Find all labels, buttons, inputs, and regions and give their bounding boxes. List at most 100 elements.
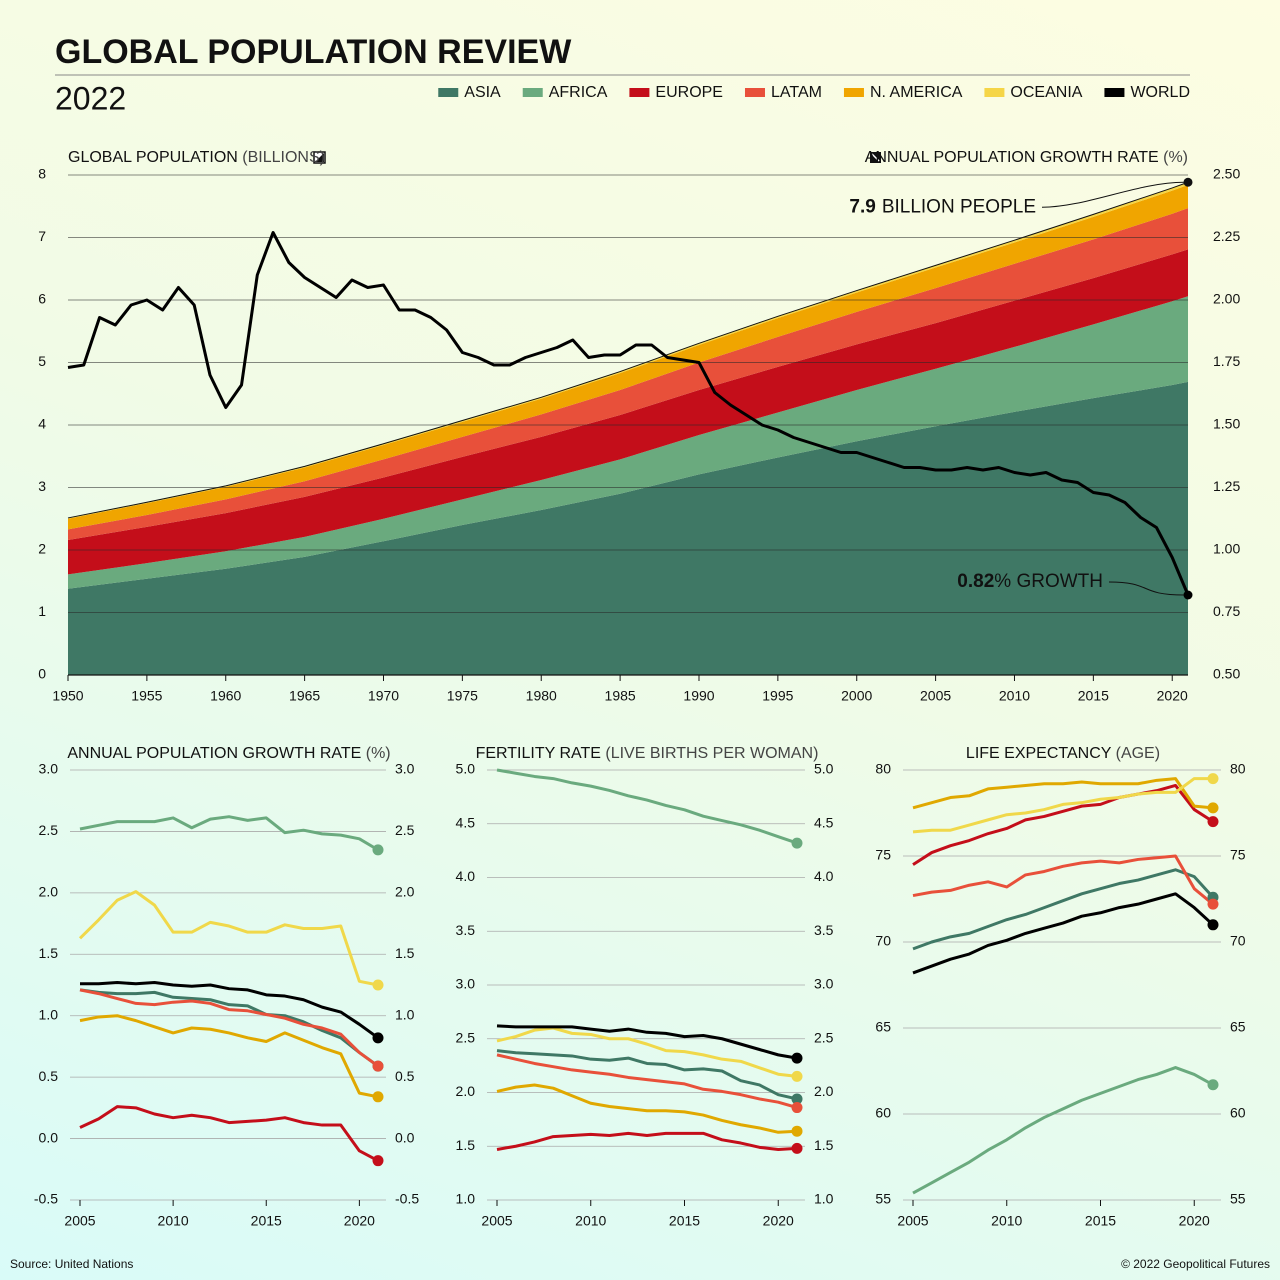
y-tick-label: 2 bbox=[38, 541, 46, 557]
y2-tick-label: 1.00 bbox=[1213, 541, 1240, 557]
y2-tick-label: 2.25 bbox=[1213, 228, 1240, 244]
legend-swatch bbox=[1104, 88, 1125, 97]
annotation-text: % GROWTH bbox=[994, 571, 1103, 592]
y-tick-label: 6 bbox=[38, 291, 46, 307]
y-tick-label-right: 1.0 bbox=[395, 1006, 415, 1022]
x-tick-label: 1990 bbox=[683, 688, 714, 704]
line bbox=[67, 231, 1190, 596]
x-tick-label: 2010 bbox=[575, 1213, 606, 1229]
line bbox=[912, 777, 1214, 810]
y-tick-label: 2.5 bbox=[39, 822, 59, 838]
source: Source: United Nations bbox=[10, 1257, 133, 1271]
y-tick-label-right: 3.5 bbox=[814, 922, 834, 938]
chart-panel: LIFE EXPECTANCY (AGE) 55 55 60 60 65 65 70 70 75 7… bbox=[875, 745, 1245, 1228]
credit: © 2022 Geopolitical Futures bbox=[1121, 1257, 1270, 1271]
annotation-value: 0.82 bbox=[957, 571, 994, 592]
annotation: 0.82% GROWTH bbox=[957, 571, 1103, 592]
line bbox=[496, 768, 798, 845]
y2-tick-label: 1.50 bbox=[1213, 416, 1240, 432]
line bbox=[496, 1131, 798, 1151]
end-dot bbox=[372, 1060, 384, 1072]
line bbox=[912, 892, 1215, 975]
y-tick-label-right: 60 bbox=[1230, 1105, 1246, 1121]
chart-title-main: LIFE EXPECTANCY bbox=[966, 745, 1112, 762]
y-tick-label: 4.5 bbox=[456, 814, 476, 830]
y-tick-label-right: 4.5 bbox=[814, 814, 834, 830]
x-tick-label: 2000 bbox=[841, 688, 872, 704]
legend-swatch bbox=[438, 88, 459, 97]
y-tick-label: 0.0 bbox=[39, 1129, 59, 1145]
x-tick-label: 2010 bbox=[999, 688, 1030, 704]
chart-title: ANNUAL POPULATION GROWTH RATE (%) bbox=[67, 745, 390, 762]
area bbox=[68, 296, 1188, 589]
chart-title-unit: (AGE) bbox=[1116, 745, 1160, 762]
y2-tick-label: 2.50 bbox=[1213, 166, 1240, 182]
x-tick-label: 2010 bbox=[991, 1213, 1022, 1229]
page-title: GLOBAL POPULATION REVIEW bbox=[55, 33, 572, 71]
x-tick-label: 1965 bbox=[289, 688, 320, 704]
y-tick-label: 1 bbox=[38, 603, 46, 619]
y-tick-label: 60 bbox=[875, 1105, 891, 1121]
chart-title-unit: (%) bbox=[366, 745, 391, 762]
page-subtitle: 2022 bbox=[55, 80, 126, 116]
legend: ASIA AFRICA EUROPE LATAM N. AMERICA OCEANIA WO… bbox=[438, 84, 1190, 101]
end-dot bbox=[372, 1091, 384, 1103]
end-dot bbox=[1207, 919, 1219, 931]
annotation-leader bbox=[1041, 181, 1185, 208]
right-axis-icon-line bbox=[871, 153, 880, 162]
y2-axis-label-main: ANNUAL POPULATION GROWTH RATE bbox=[865, 149, 1159, 166]
x-tick-label: 2005 bbox=[64, 1213, 95, 1229]
y-tick-label: 4 bbox=[38, 416, 46, 432]
x-tick-label: 2020 bbox=[763, 1213, 794, 1229]
x-tick-label: 2005 bbox=[897, 1213, 928, 1229]
legend-swatch bbox=[984, 88, 1005, 97]
x-tick-label: 2015 bbox=[1078, 688, 1109, 704]
y-tick-label: 8 bbox=[38, 166, 46, 182]
x-tick-label: 1960 bbox=[210, 688, 241, 704]
y-tick-label-right: 80 bbox=[1230, 761, 1246, 777]
left-axis-icon-fill bbox=[315, 153, 324, 162]
end-dot bbox=[1207, 802, 1219, 814]
chart-title-main: FERTILITY RATE bbox=[476, 745, 601, 762]
line bbox=[78, 890, 379, 987]
y2-tick-label: 1.25 bbox=[1213, 478, 1240, 494]
end-dot bbox=[791, 1102, 803, 1114]
y-tick-label-right: 0.5 bbox=[395, 1068, 415, 1084]
legend-swatch bbox=[629, 88, 650, 97]
chart-panel: ANNUAL POPULATION GROWTH RATE (%) -0.5 -0.… bbox=[34, 745, 419, 1228]
x-tick-label: 2015 bbox=[1085, 1213, 1116, 1229]
y-tick-label-right: 0.0 bbox=[395, 1129, 415, 1145]
y-tick-label: 1.5 bbox=[456, 1137, 476, 1153]
end-dot bbox=[791, 1125, 803, 1137]
y-tick-label: 1.5 bbox=[39, 945, 59, 961]
y2-tick-label: 0.50 bbox=[1213, 666, 1240, 682]
y-tick-label-right: 1.5 bbox=[814, 1137, 834, 1153]
y2-axis-label: ANNUAL POPULATION GROWTH RATE (%) bbox=[865, 149, 1188, 166]
y-tick-label-right: 3.0 bbox=[395, 761, 415, 777]
end-dot bbox=[372, 1155, 384, 1167]
legend-label: OCEANIA bbox=[1010, 84, 1082, 101]
x-tick-label: 1985 bbox=[605, 688, 636, 704]
y2-tick-label: 1.75 bbox=[1213, 353, 1240, 369]
x-tick-label: 1995 bbox=[762, 688, 793, 704]
annotation-leader bbox=[1108, 581, 1185, 596]
chart-title: LIFE EXPECTANCY (AGE) bbox=[966, 745, 1160, 762]
y-tick-label: 4.0 bbox=[456, 868, 476, 884]
y-tick-label: 2.5 bbox=[456, 1029, 476, 1045]
y-tick-label: 1.0 bbox=[456, 1191, 476, 1207]
y-axis-label-unit: (BILLIONS) bbox=[242, 149, 325, 166]
y-tick-label-right: 1.0 bbox=[814, 1191, 834, 1207]
y-axis-label-main: GLOBAL POPULATION bbox=[68, 149, 238, 166]
line bbox=[912, 777, 1213, 834]
legend-label: LATAM bbox=[771, 84, 822, 101]
stack-outline bbox=[67, 181, 1189, 519]
x-tick-label: 1980 bbox=[526, 688, 557, 704]
legend-swatch bbox=[843, 88, 864, 97]
x-tick-label: 2015 bbox=[251, 1213, 282, 1229]
line bbox=[496, 1024, 798, 1060]
end-dot bbox=[1207, 773, 1219, 785]
legend-label: AFRICA bbox=[549, 84, 608, 101]
y-tick-label: 0 bbox=[38, 666, 46, 682]
x-tick-label: 2020 bbox=[1179, 1213, 1210, 1229]
